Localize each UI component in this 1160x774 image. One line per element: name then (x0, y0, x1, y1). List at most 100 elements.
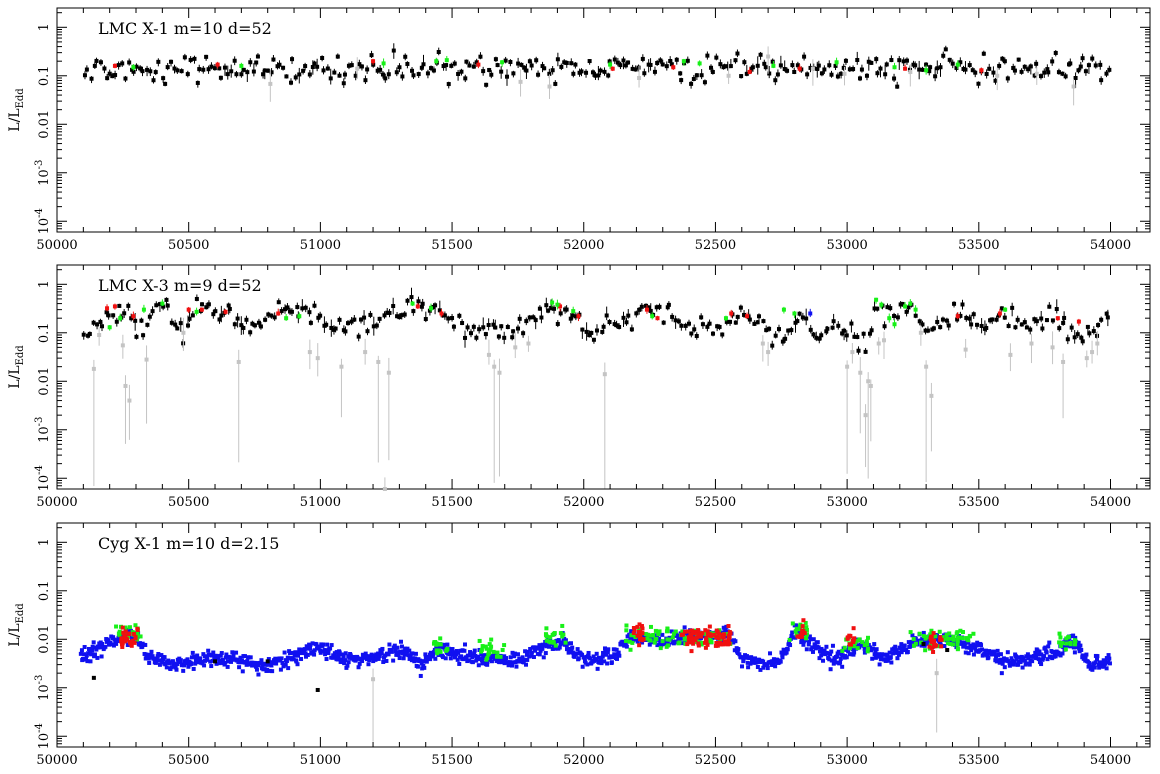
data-point (709, 65, 714, 70)
data-point (397, 65, 402, 70)
panel-lmc-x1: 50000 50500 51000 51500 52000 52500 53000 53500… (7, 7, 1151, 253)
data-point (903, 66, 908, 71)
y-tick-label: 10-4 (34, 465, 52, 491)
data-point (560, 634, 565, 639)
data-point (897, 58, 902, 63)
data-point (1066, 634, 1071, 639)
data-point (365, 329, 370, 334)
data-point (277, 656, 282, 661)
data-point (1014, 654, 1019, 659)
data-point (297, 314, 302, 319)
data-point (256, 320, 261, 325)
data-point (879, 654, 884, 659)
data-point (223, 309, 228, 314)
data-point (803, 620, 808, 625)
data-point (369, 652, 374, 657)
data-point (484, 82, 489, 87)
data-point (271, 661, 276, 666)
data-point (997, 660, 1002, 665)
data-point (822, 67, 827, 72)
data-point (91, 640, 96, 645)
data-point (849, 321, 854, 326)
data-point (169, 59, 174, 64)
data-point (359, 64, 364, 69)
data-point (1008, 662, 1013, 667)
data-point (280, 660, 285, 665)
data-point (365, 657, 370, 662)
data-point (804, 627, 809, 632)
y-axis-label: L/LEdd (7, 345, 26, 389)
data-point (900, 647, 905, 652)
data-point (689, 633, 694, 638)
data-point (161, 657, 166, 662)
data-point (599, 661, 604, 666)
data-point (437, 648, 442, 653)
data-point (573, 62, 578, 67)
data-point (457, 313, 462, 318)
data-point (133, 318, 138, 323)
data-point (82, 73, 87, 78)
data-point (449, 63, 454, 68)
data-point (461, 657, 466, 662)
data-point (935, 66, 940, 71)
data-point (644, 303, 649, 308)
data-point (403, 54, 408, 59)
data-point (139, 318, 144, 323)
data-point (547, 644, 552, 649)
data-point (707, 624, 712, 629)
data-point (690, 630, 695, 635)
data-point (591, 337, 596, 342)
data-point (348, 653, 353, 658)
data-point (959, 641, 964, 646)
data-point (558, 631, 563, 636)
data-point (393, 649, 398, 654)
data-point (951, 637, 956, 642)
data-point (840, 331, 845, 336)
data-point (549, 305, 554, 310)
data-point (639, 304, 644, 309)
x-tick-label: 51500 (431, 495, 472, 510)
data-point (778, 63, 783, 68)
x-tick-label: 53000 (826, 495, 867, 510)
data-point (211, 312, 216, 317)
data-point (124, 636, 129, 641)
data-point (553, 643, 558, 648)
data-point (958, 313, 963, 318)
data-point (308, 320, 313, 325)
data-point (567, 649, 572, 654)
data-point (212, 657, 217, 662)
data-point (112, 63, 117, 68)
plot-frame (56, 7, 1151, 233)
y-tick-label: 0.1 (37, 580, 52, 601)
y-tick-label: 10-3 (34, 160, 52, 186)
data-point (962, 641, 967, 646)
data-point (397, 315, 402, 320)
data-point (236, 359, 241, 364)
data-point (563, 638, 568, 643)
data-point (602, 69, 607, 74)
data-point (1035, 652, 1040, 657)
data-point (310, 641, 315, 646)
data-point (929, 634, 934, 639)
data-point (637, 622, 642, 627)
x-tick-label: 50000 (36, 753, 77, 768)
data-point (1099, 78, 1104, 83)
data-point (773, 78, 778, 83)
data-point (669, 629, 674, 634)
data-point (878, 66, 883, 71)
data-point (840, 653, 845, 658)
data-point (1080, 339, 1085, 344)
data-point (630, 66, 635, 71)
data-point (955, 647, 960, 652)
data-point (386, 72, 391, 77)
data-point (969, 322, 974, 327)
data-point (337, 73, 342, 78)
data-point (401, 649, 406, 654)
data-point (395, 314, 400, 319)
y-tick-label: 10-3 (34, 675, 52, 701)
data-point (98, 319, 103, 324)
data-point (1104, 71, 1109, 76)
data-point (929, 639, 934, 644)
data-point (269, 663, 274, 668)
data-point (945, 641, 950, 646)
